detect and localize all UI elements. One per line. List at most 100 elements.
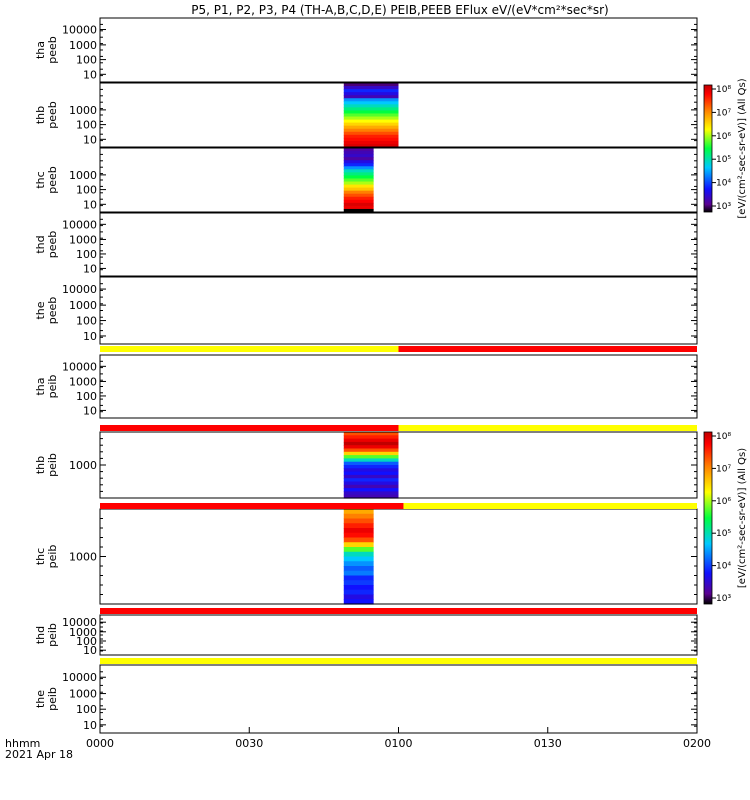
heatmap-cell xyxy=(343,445,399,450)
heatmap-cell xyxy=(343,518,374,524)
mode-bar-segment xyxy=(100,658,697,664)
heatmap-cell xyxy=(343,104,399,108)
panel-label-line: peib xyxy=(46,545,59,569)
mode-bar-segment xyxy=(398,425,697,431)
heatmap-cell xyxy=(343,148,374,152)
panel-the-peeb: 10000 1000 100 10 thepeeb xyxy=(34,276,698,345)
panel-thc-peib: 1000 thcpeib xyxy=(34,508,698,605)
heatmap-cell xyxy=(343,494,399,499)
heatmap-cell xyxy=(343,134,399,139)
mode-bar-segment xyxy=(100,608,697,614)
heatmap-cell xyxy=(343,169,374,173)
heatmap-cell xyxy=(343,122,399,127)
panel-label-line: peib xyxy=(46,623,59,647)
panel-frame xyxy=(99,276,698,345)
heatmap-cell xyxy=(343,585,374,591)
heatmap-cell xyxy=(343,131,399,136)
panel-label: thdpeeb xyxy=(34,231,59,259)
heatmap-cell xyxy=(343,196,374,201)
y-tick-label: 1000 xyxy=(69,39,97,52)
heatmap-cell xyxy=(343,137,399,142)
heatmap-cell xyxy=(343,95,399,99)
heatmap-cell xyxy=(343,435,399,440)
heatmap-cell xyxy=(343,119,399,124)
colorbar-tick-label: 10⁴ xyxy=(716,179,731,189)
colorbar-tick-label: 10⁷ xyxy=(716,464,731,474)
mode-bar xyxy=(100,425,697,431)
colorbar-gradient xyxy=(703,431,713,605)
panel-label-line: peib xyxy=(46,453,59,477)
y-tick-label: 10 xyxy=(83,133,97,146)
y-tick-label: 10 xyxy=(83,719,97,732)
heatmap-cell xyxy=(343,113,399,118)
colorbar: 10⁸ 10⁷ 10⁶ 10⁵ 10⁴ 10³ [eV/(cm²-sec-sr-eV)] (… xyxy=(703,78,748,219)
heatmap-cell xyxy=(343,471,399,476)
y-tick-label: 1000 xyxy=(69,104,97,117)
colorbar-tick-label: 10⁴ xyxy=(716,562,731,572)
panel-label-line: thb xyxy=(34,106,47,124)
heatmap-cell xyxy=(343,151,374,155)
heatmap-cell xyxy=(343,580,374,586)
colorbar-label: [eV/(cm²-sec-sr-eV)] (All Qs) xyxy=(737,448,748,588)
heatmap-cell xyxy=(343,458,399,463)
heatmap-cell xyxy=(343,594,374,600)
y-tick-label: 10000 xyxy=(62,283,97,296)
mode-bar xyxy=(100,608,697,614)
y-tick-label: 100 xyxy=(76,315,97,328)
date-label: 2021 Apr 18 xyxy=(5,748,73,761)
y-tick-label: 10 xyxy=(83,262,97,275)
heatmap-cell xyxy=(343,523,374,529)
colorbar-tick-label: 10⁸ xyxy=(716,85,731,95)
panel-label-line: peeb xyxy=(46,231,59,259)
panel-label-line: thd xyxy=(34,235,47,253)
y-tick-label: 1000 xyxy=(69,688,97,701)
panel-frame xyxy=(99,17,698,83)
y-tick-label: 10000 xyxy=(62,218,97,231)
panel-label-line: peeb xyxy=(46,36,59,64)
heatmap-cell xyxy=(343,98,399,102)
heatmap-cell xyxy=(343,83,399,87)
heatmap-cell xyxy=(343,542,374,548)
y-tick-label: 100 xyxy=(76,119,97,132)
y-tick-label: 10000 xyxy=(62,360,97,373)
panel-label-line: thb xyxy=(34,456,47,474)
y-tick-label: 100 xyxy=(76,703,97,716)
colorbar-tick-label: 10⁷ xyxy=(716,108,731,118)
heatmap-cell xyxy=(343,484,399,489)
heatmap-cell xyxy=(343,556,374,562)
panel-label-line: thc xyxy=(34,171,47,188)
panel-label-line: thd xyxy=(34,626,47,644)
heatmap-cell xyxy=(343,589,374,596)
y-tick-label: 10 xyxy=(83,330,97,343)
panel-label-line: peeb xyxy=(46,101,59,129)
panel-frame xyxy=(99,212,698,277)
y-tick-label: 100 xyxy=(76,635,97,648)
heatmap-cell xyxy=(343,140,399,145)
panel-label: thapeeb xyxy=(34,36,59,64)
heatmap-cell xyxy=(343,175,374,180)
y-tick-label: 10 xyxy=(83,68,97,81)
heatmap-cell xyxy=(343,107,399,112)
panel-label: thepeeb xyxy=(34,297,59,325)
mode-bar xyxy=(100,658,697,664)
y-tick-label: 1000 xyxy=(69,375,97,388)
heatmap-cell xyxy=(343,202,374,207)
y-tick-label: 100 xyxy=(76,54,97,67)
heatmap-cell xyxy=(343,187,374,192)
panel-label-line: thc xyxy=(34,548,47,565)
y-tick-label: 10000 xyxy=(62,616,97,629)
y-tick-label: 10 xyxy=(83,644,97,657)
y-tick-label: 1000 xyxy=(69,459,97,472)
panel-label-line: peib xyxy=(46,375,59,399)
colorbar-tick-label: 10⁶ xyxy=(716,497,731,507)
heatmap-cell xyxy=(343,481,399,486)
heatmap-cell xyxy=(343,599,374,605)
heatmap-cell xyxy=(343,116,399,121)
heatmap-cell xyxy=(343,205,374,210)
heatmap-cell xyxy=(343,551,374,558)
heatmap-cell xyxy=(343,181,374,186)
heatmap-cell xyxy=(343,160,374,164)
